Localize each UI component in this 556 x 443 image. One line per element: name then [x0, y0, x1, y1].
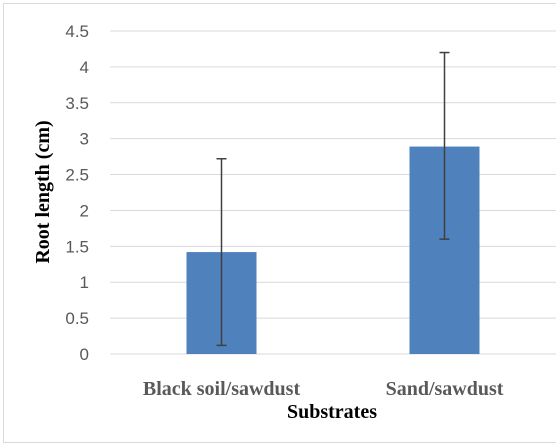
y-tick-label: 2	[80, 201, 89, 220]
y-tick-label: 0.5	[65, 309, 89, 328]
y-tick-label: 1.5	[65, 237, 89, 256]
y-tick-label: 1	[80, 273, 89, 292]
gridlines	[110, 30, 556, 355]
error-bar	[216, 158, 227, 347]
y-tick-label: 3.5	[65, 94, 89, 113]
y-tick-label: 4	[80, 58, 89, 77]
x-category-label: Black soil/sawdust	[143, 378, 301, 400]
y-tick-label: 2.5	[65, 166, 89, 185]
x-axis-title: Substrates	[287, 401, 377, 422]
y-tick-labels: 0 0.5 1 1.5 2 2.5 3 3.5 4 4.5	[65, 22, 89, 364]
y-tick-label: 0	[80, 345, 89, 364]
x-category-labels: Black soil/sawdust Sand/sawdust	[143, 378, 504, 400]
bars	[186, 51, 480, 354]
y-tick-label: 4.5	[65, 22, 89, 41]
y-axis-title: Root length (cm)	[32, 120, 54, 263]
x-category-label: Sand/sawdust	[386, 378, 504, 400]
error-bar	[439, 51, 450, 240]
y-tick-label: 3	[80, 130, 89, 149]
bar-chart: 00.511.522.533.544.5 Black soil/sawdust S…	[32, 22, 556, 422]
